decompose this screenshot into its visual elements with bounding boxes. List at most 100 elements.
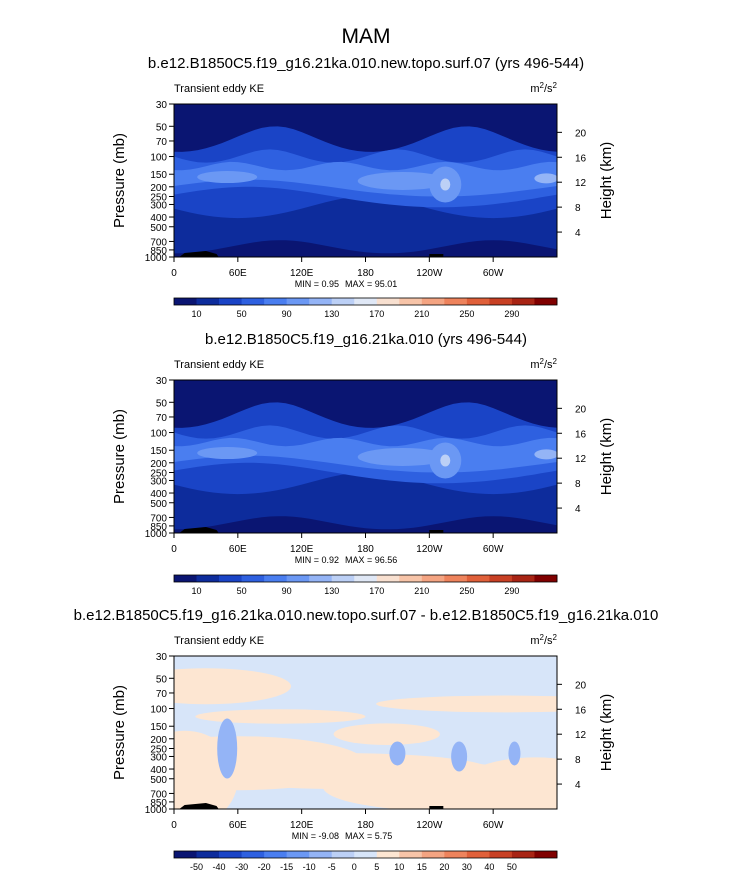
positive-anomaly	[333, 723, 440, 745]
colorbar-label: -10	[303, 862, 316, 872]
y-tick-label: 100	[150, 705, 167, 716]
left-string: Transient eddy KE	[174, 359, 264, 371]
y-tick-label: 200	[150, 183, 167, 194]
y-tick-label: 30	[156, 652, 168, 663]
x-tick-label: 120E	[290, 268, 314, 279]
min-label: MIN = 0.95	[295, 279, 339, 289]
colorbar-swatch	[421, 575, 445, 582]
y2-tick-label: 8	[575, 479, 581, 490]
colorbar-label: 10	[192, 586, 202, 596]
colorbar-swatch	[219, 851, 242, 858]
colorbar-swatch	[174, 851, 197, 858]
y2-axis-label: Height (km)	[598, 418, 615, 496]
x-tick-label: 120W	[416, 820, 443, 831]
colorbar-label: -30	[235, 862, 248, 872]
colorbar-swatch	[286, 575, 310, 582]
colorbar-swatch	[309, 298, 333, 305]
colorbar-label: 15	[417, 862, 427, 872]
colorbar-label: 130	[324, 309, 339, 319]
colorbar-label: 10	[192, 309, 202, 319]
y-tick-label: 300	[150, 752, 167, 763]
x-tick-label: 60E	[229, 268, 247, 279]
colorbar-frame	[173, 574, 558, 583]
contour-band	[174, 516, 557, 533]
y-tick-label: 50	[156, 674, 168, 685]
colorbar-label: 290	[504, 309, 519, 319]
y-tick-label: 150	[150, 170, 167, 181]
colorbar-label: 250	[459, 309, 474, 319]
contour-field	[174, 104, 557, 257]
x-tick-label: 60W	[483, 544, 504, 555]
colorbar-swatch	[331, 575, 355, 582]
y-tick-label: 700	[150, 513, 167, 524]
positive-anomaly	[174, 668, 292, 705]
topography	[429, 530, 444, 533]
jet-core	[357, 447, 448, 466]
colorbar-label: 20	[439, 862, 449, 872]
colorbar-swatch	[196, 851, 220, 858]
y-tick-label: 500	[150, 223, 167, 234]
y-axis-label: Pressure (mb)	[111, 133, 128, 228]
panel-title: b.e12.B1850C5.f19_g16.21ka.010 (yrs 496-…	[205, 331, 527, 348]
negative-anomaly	[217, 718, 238, 779]
y-tick-label: 1000	[145, 253, 168, 264]
y-tick-label: 70	[156, 413, 168, 424]
jet-core	[534, 449, 557, 460]
colorbar-frame	[173, 297, 558, 306]
x-tick-label: 180	[357, 268, 374, 279]
y-tick-label: 50	[156, 122, 168, 133]
y-tick-label: 300	[150, 200, 167, 211]
colorbar-label: -20	[258, 862, 271, 872]
colorbar-swatch	[421, 851, 445, 858]
colorbar-label: 90	[282, 586, 292, 596]
colorbar-label: 5	[374, 862, 379, 872]
y-tick-label: 1000	[145, 529, 168, 540]
y-tick-label: 200	[150, 735, 167, 746]
y-tick-label: 850	[150, 246, 167, 257]
colorbar-swatch	[331, 851, 355, 858]
colorbar-label: 10	[394, 862, 404, 872]
negative-anomaly	[508, 741, 521, 766]
x-tick-label: 120W	[416, 268, 443, 279]
x-tick-label: 180	[357, 820, 374, 831]
y-tick-label: 500	[150, 775, 167, 786]
colorbar-swatch	[466, 851, 490, 858]
colorbar-swatch	[331, 298, 355, 305]
colorbar-swatch	[354, 575, 378, 582]
colorbar-swatch	[264, 575, 288, 582]
colorbar-label: 130	[324, 586, 339, 596]
colorbar-swatch	[534, 575, 558, 582]
colorbar-swatch	[196, 575, 220, 582]
y-tick-label: 150	[150, 446, 167, 457]
positive-anomaly	[195, 709, 366, 724]
y2-tick-label: 12	[575, 730, 587, 741]
y2-tick-label: 8	[575, 755, 581, 766]
units-label: m2/s2	[530, 633, 557, 648]
colorbar-swatch	[241, 851, 265, 858]
colorbar-frame	[173, 850, 558, 859]
colorbar-label: 290	[504, 586, 519, 596]
topography	[429, 806, 444, 809]
y-tick-label: 250	[150, 745, 167, 756]
panel-2: b.e12.B1850C5.f19_g16.21ka.010 (yrs 496-…	[111, 331, 615, 596]
y2-tick-label: 4	[575, 228, 581, 239]
colorbar-swatch	[241, 298, 265, 305]
colorbar-swatch	[376, 575, 400, 582]
colorbar: -50 -40 -30 -20 -15 -10 -5 0 5 10 15 20 30 40 50	[173, 850, 558, 872]
colorbar-label: 170	[369, 309, 384, 319]
colorbar-swatch	[309, 575, 333, 582]
y-tick-label: 250	[150, 469, 167, 480]
colorbar-swatch	[466, 575, 490, 582]
y-tick-label: 200	[150, 459, 167, 470]
colorbar-swatch	[219, 298, 242, 305]
x-tick-label: 120E	[290, 820, 314, 831]
y2-tick-label: 12	[575, 178, 587, 189]
colorbar-label: 250	[459, 586, 474, 596]
y2-tick-label: 20	[575, 680, 587, 691]
y2-tick-label: 16	[575, 153, 587, 164]
y-tick-label: 250	[150, 193, 167, 204]
x-tick-label: 60W	[483, 268, 504, 279]
y2-tick-label: 4	[575, 504, 581, 515]
y2-tick-label: 4	[575, 780, 581, 791]
